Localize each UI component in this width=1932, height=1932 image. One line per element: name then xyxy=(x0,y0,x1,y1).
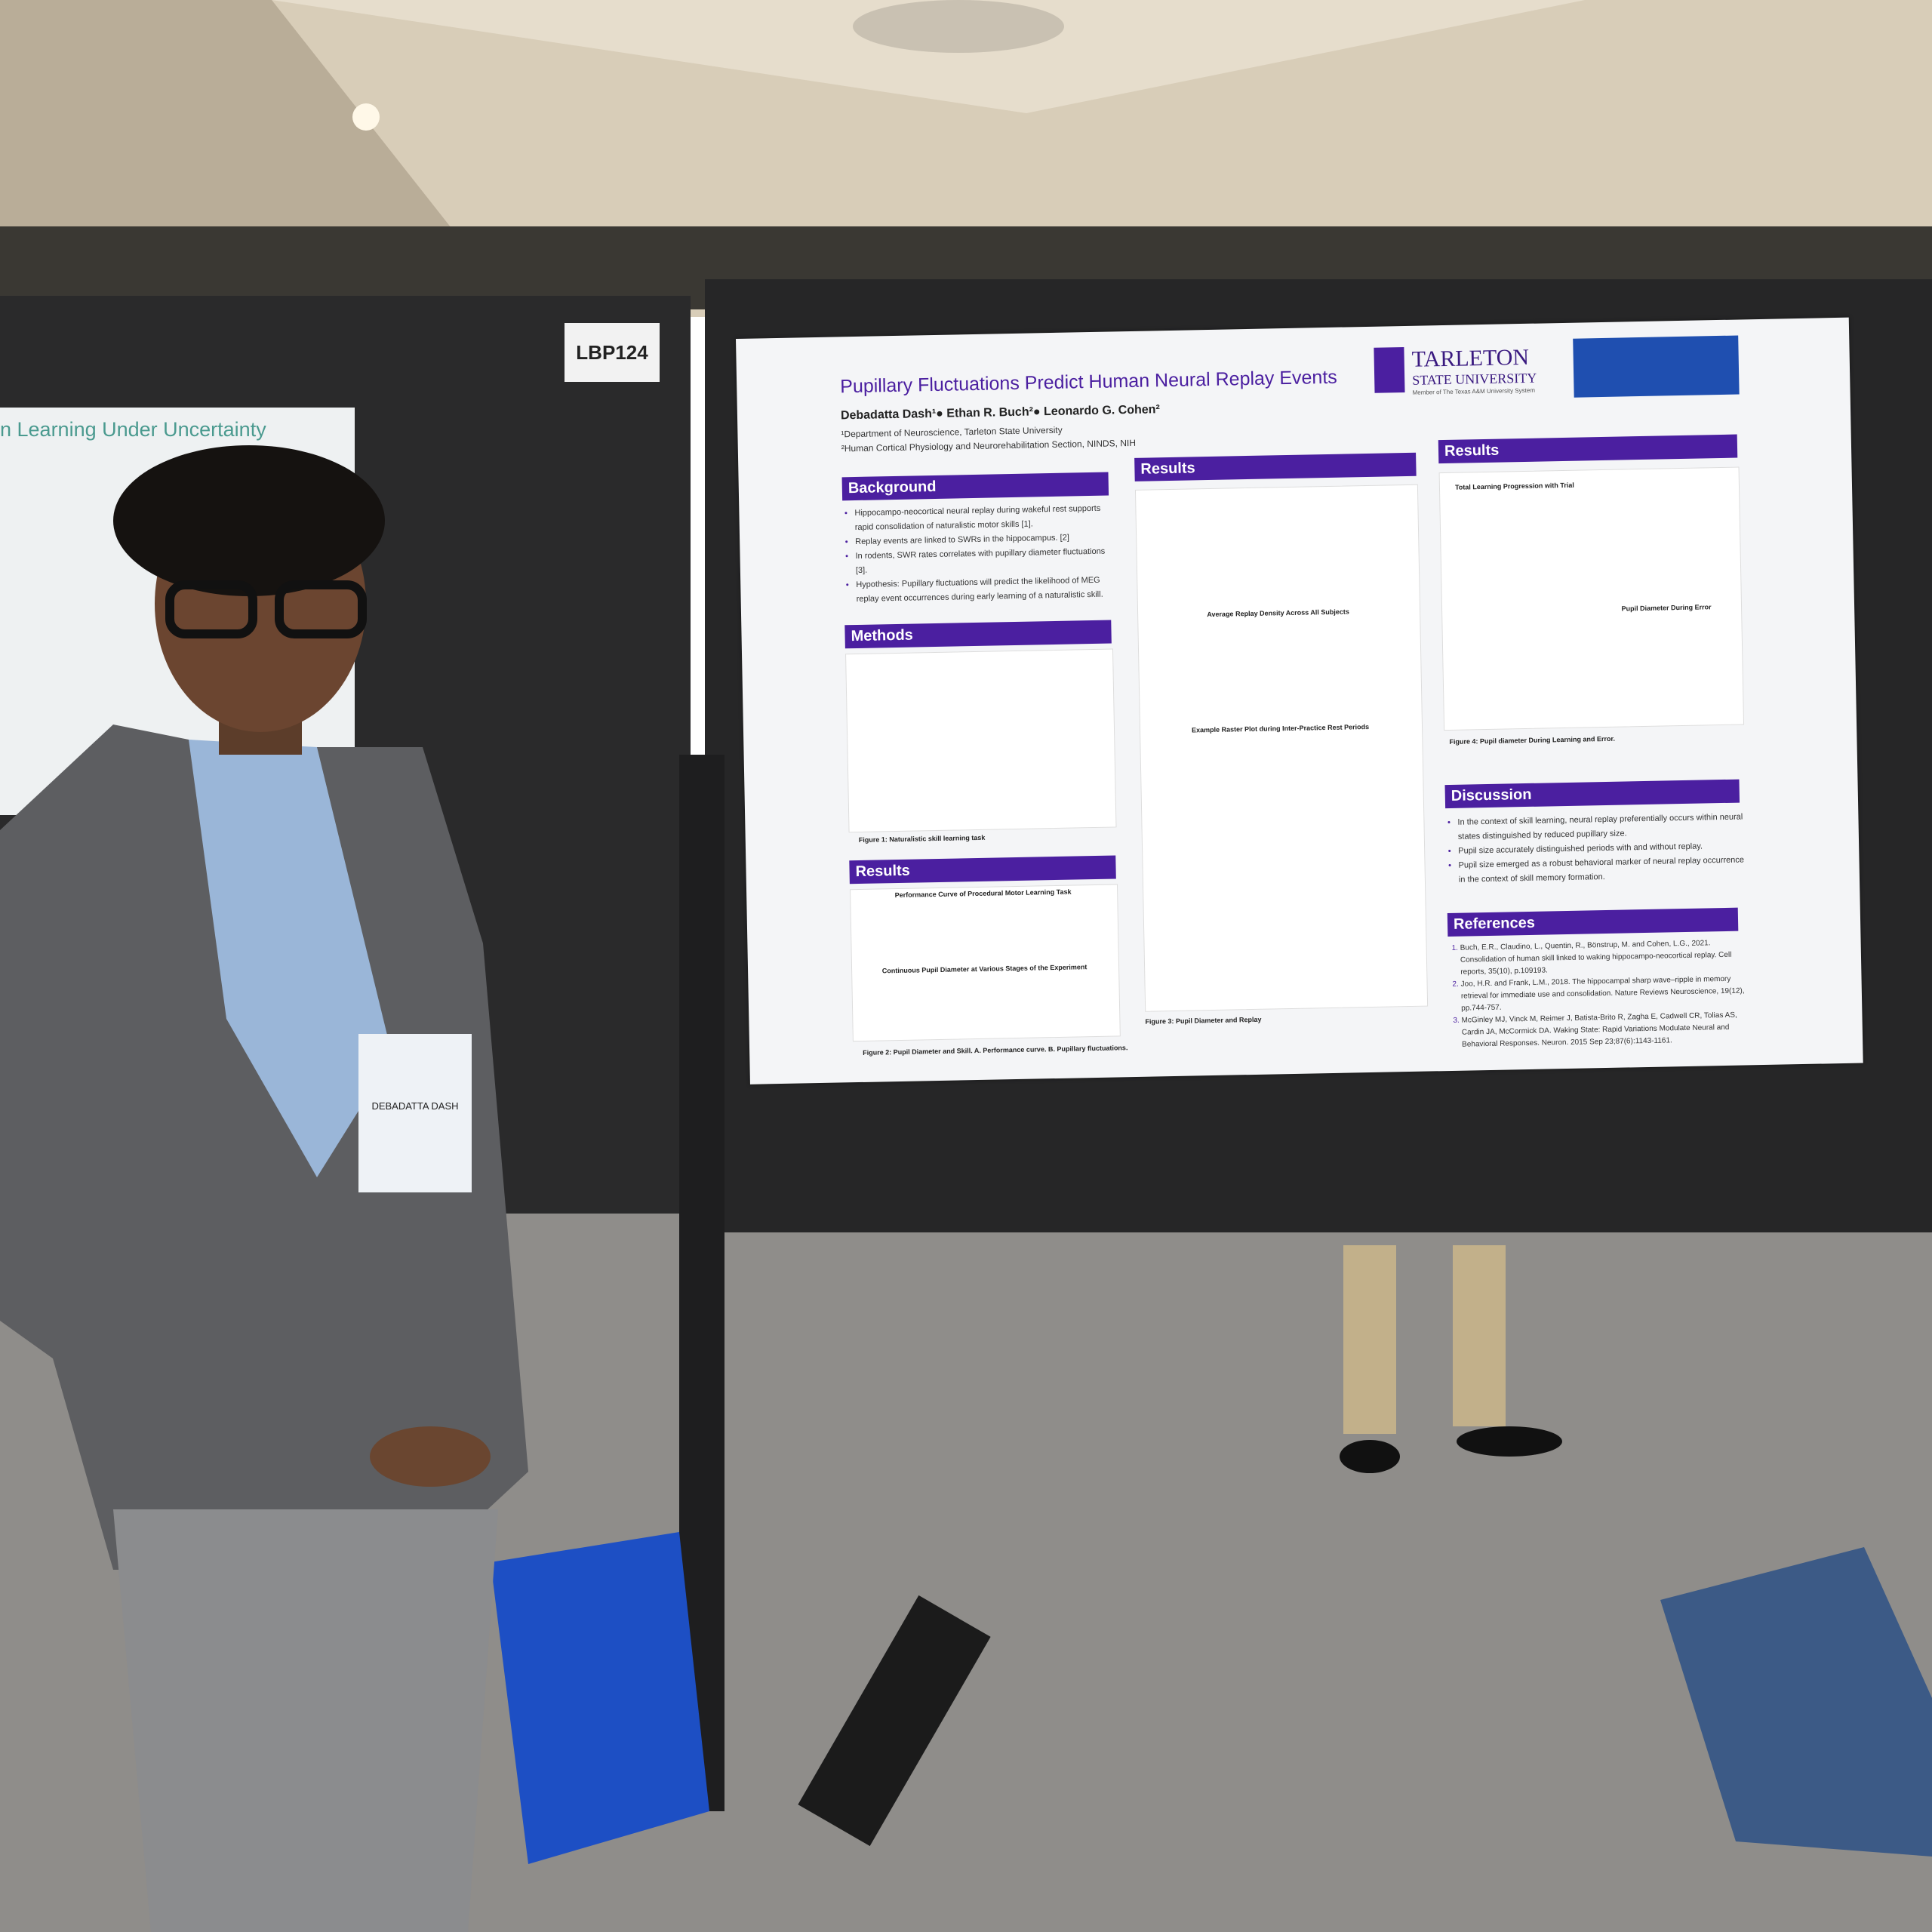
ceiling-vent xyxy=(853,0,1064,53)
poster-title: Pupillary Fluctuations Predict Human Neu… xyxy=(839,366,1338,398)
figure-caption: Figure 2: Pupil Diameter and Skill. A. P… xyxy=(863,1044,1128,1057)
trousers xyxy=(113,1509,498,1932)
reference-list: Buch, E.R., Claudino, L., Quentin, R., B… xyxy=(1448,937,1753,1051)
tote-bag xyxy=(491,1532,709,1864)
figure xyxy=(1438,466,1745,731)
section-heading: Results xyxy=(1438,434,1738,464)
logo-tagline: Member of The Texas A&M University Syste… xyxy=(1412,386,1536,396)
ceiling-panel xyxy=(0,0,468,249)
reference: McGinley MJ, Vinck M, Reimer J, Batista-… xyxy=(1461,1009,1752,1051)
section-heading: References xyxy=(1447,907,1739,937)
authors: Debadatta Dash¹● Ethan R. Buch²● Leonard… xyxy=(840,403,1160,423)
nih-logo xyxy=(1573,335,1740,398)
logo-sub: STATE UNIVERSITY xyxy=(1412,370,1537,388)
figure-caption: Figure 1: Naturalistic skill learning ta… xyxy=(858,833,986,844)
shirt xyxy=(189,740,392,1177)
figure-caption: Figure 3: Pupil Diameter and Replay xyxy=(1145,1015,1262,1026)
glasses xyxy=(165,580,257,638)
section-heading: Discussion xyxy=(1444,779,1740,809)
visitor-leg xyxy=(1453,1245,1506,1426)
ceiling-light xyxy=(352,103,380,131)
backpack xyxy=(1660,1547,1932,1857)
visitor-shoe xyxy=(1457,1426,1562,1457)
reference: Buch, E.R., Claudino, L., Quentin, R., B… xyxy=(1460,937,1752,978)
section-heading: Background xyxy=(841,472,1109,501)
poster: Pupillary Fluctuations Predict Human Neu… xyxy=(736,317,1863,1084)
figure xyxy=(1134,484,1429,1012)
board-label-card xyxy=(565,323,660,382)
visitor-shoe xyxy=(1340,1440,1400,1473)
logo-mark xyxy=(1374,347,1405,393)
affiliation: ²Human Cortical Physiology and Neuroreha… xyxy=(841,437,1137,454)
hair xyxy=(113,445,385,596)
section-heading: Results xyxy=(1134,452,1417,481)
bullet: Pupil size emerged as a robust behaviora… xyxy=(1458,853,1749,887)
badge xyxy=(358,1034,472,1192)
jacket xyxy=(0,724,528,1570)
section-heading: Methods xyxy=(844,620,1112,649)
logo-name: TARLETON xyxy=(1411,344,1530,372)
ceiling-recess xyxy=(272,0,1585,113)
reference: Joo, H.R. and Frank, L.M., 2018. The hip… xyxy=(1460,973,1752,1014)
poster-tube xyxy=(798,1595,991,1847)
glasses xyxy=(275,580,367,638)
board-label: LBP124 xyxy=(576,341,648,364)
bullet-list: In the context of skill learning, neural… xyxy=(1445,810,1749,888)
badge-name: DEBADATTA DASH xyxy=(371,1100,458,1112)
visitor-leg xyxy=(1343,1245,1396,1434)
bullet: Hypothesis: Pupillary fluctuations will … xyxy=(856,573,1117,607)
bullet: In rodents, SWR rates correlates with pu… xyxy=(855,544,1116,578)
figure xyxy=(845,648,1117,833)
bullet: Hippocampo-neocortical neural replay dur… xyxy=(854,501,1115,535)
affiliation: ¹Department of Neuroscience, Tarleton St… xyxy=(841,424,1063,440)
neighbor-title: n Learning Under Uncertainty xyxy=(0,418,266,441)
figure-caption: Figure 4: Pupil diameter During Learning… xyxy=(1449,734,1616,746)
hands xyxy=(370,1426,491,1487)
section-heading: Results xyxy=(849,855,1116,884)
bullet-list: Hippocampo-neocortical neural replay dur… xyxy=(842,501,1116,607)
